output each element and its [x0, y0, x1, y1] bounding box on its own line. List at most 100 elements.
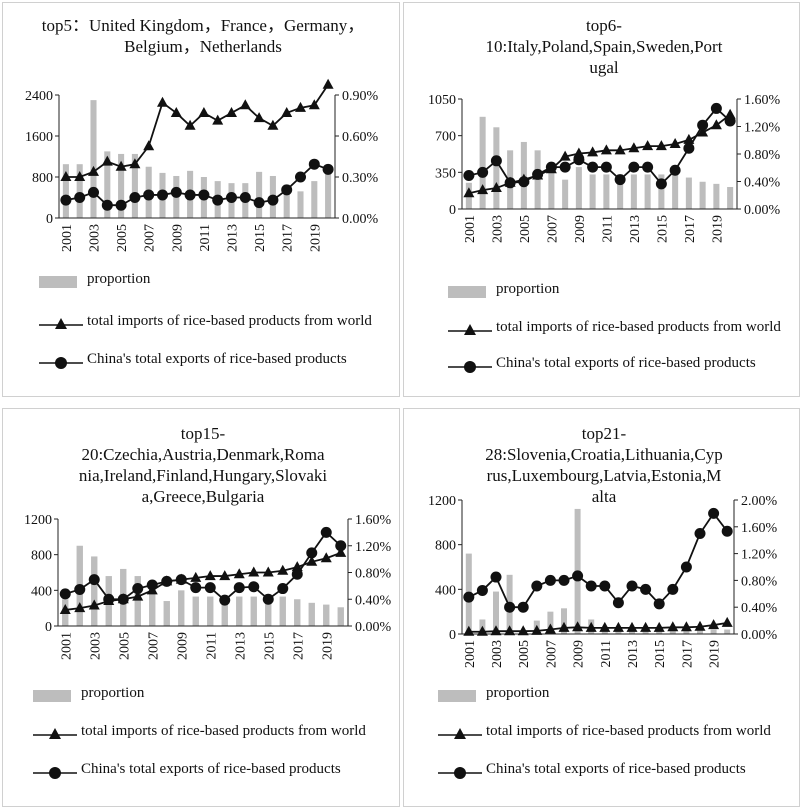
- chart-title: top21- 28:Slovenia,Croatia,Lithuania,Cyp…: [485, 424, 723, 506]
- imports-point: [170, 106, 182, 117]
- proportion-bar: [603, 174, 610, 209]
- exports-point: [161, 575, 173, 587]
- proportion-bar: [589, 174, 596, 209]
- x-axis-tick-label: 2001: [59, 632, 74, 660]
- proportion-bar: [697, 629, 703, 634]
- exports-point: [558, 574, 570, 586]
- proportion-bar: [221, 596, 228, 626]
- legend-label-imports: total imports of rice-based products fro…: [496, 319, 781, 335]
- left-axis-tick-label: 400: [435, 583, 456, 598]
- proportion-bar: [297, 191, 304, 218]
- imports-point: [640, 621, 652, 632]
- x-axis-tick-label: 2011: [600, 215, 615, 242]
- exports-point: [655, 178, 667, 190]
- exports-point: [599, 580, 611, 592]
- exports-point: [239, 192, 251, 203]
- x-axis-tick-label: 2013: [233, 632, 248, 660]
- exports-point: [295, 171, 306, 183]
- exports-point: [517, 601, 529, 613]
- exports-point: [129, 192, 141, 203]
- legend-label-exports: China's total exports of rice-based prod…: [81, 761, 341, 777]
- imports-point: [59, 603, 71, 614]
- right-axis-tick-label: 1.20%: [355, 540, 392, 555]
- proportion-bar: [308, 602, 315, 626]
- exports-point: [587, 161, 599, 173]
- exports-point: [504, 177, 516, 189]
- proportion-bar: [256, 171, 263, 218]
- imports-point: [655, 140, 667, 151]
- imports-point: [544, 623, 556, 634]
- exports-point: [267, 194, 279, 206]
- x-axis-tick-label: 2003: [490, 215, 505, 243]
- x-axis-tick-label: 2015: [253, 224, 268, 252]
- x-axis-tick-label: 2019: [708, 640, 723, 668]
- imports-point: [559, 150, 571, 161]
- x-axis-tick-label: 2001: [463, 215, 478, 243]
- left-axis-tick-label: 2400: [25, 89, 53, 104]
- left-axis-tick-label: 1050: [428, 93, 456, 108]
- circle-marker-icon: [39, 353, 83, 373]
- imports-point: [248, 566, 260, 577]
- proportion-bar: [644, 174, 651, 209]
- exports-point: [653, 598, 665, 610]
- right-axis-tick-label: 2.00%: [741, 494, 778, 509]
- proportion-bar: [683, 629, 690, 634]
- exports-point: [190, 582, 202, 594]
- imports-point: [233, 568, 245, 579]
- exports-point: [320, 526, 332, 538]
- left-axis-tick-label: 350: [435, 166, 456, 181]
- chart-panel-top6-10: top6- 10:Italy,Poland,Spain,Sweden,Port …: [403, 2, 800, 397]
- x-axis-tick-label: 2015: [653, 640, 668, 668]
- exports-point: [585, 580, 597, 592]
- exports-point: [233, 582, 245, 594]
- exports-point: [573, 154, 585, 166]
- exports-point: [59, 588, 71, 600]
- x-axis-tick-label: 2015: [262, 632, 277, 660]
- right-axis-tick-label: 1.60%: [741, 521, 778, 536]
- imports-point: [697, 126, 709, 137]
- chart-panel-top21-28: top21- 28:Slovenia,Croatia,Lithuania,Cyp…: [403, 408, 800, 807]
- triangle-marker-icon: [33, 725, 77, 745]
- imports-point: [239, 99, 251, 110]
- exports-point: [262, 593, 274, 605]
- proportion-bar: [104, 151, 111, 218]
- legend-label-exports: China's total exports of rice-based prod…: [87, 351, 347, 367]
- imports-point: [295, 101, 306, 112]
- proportion-bar: [658, 174, 665, 209]
- x-axis-tick-label: 2011: [599, 640, 614, 667]
- exports-point: [253, 197, 265, 209]
- x-axis-tick-label: 2019: [710, 215, 725, 243]
- right-axis-tick-label: 0.00%: [744, 203, 781, 218]
- imports-point: [490, 625, 502, 636]
- exports-point: [74, 583, 86, 595]
- right-axis-tick-label: 0.40%: [741, 601, 778, 616]
- exports-point: [697, 119, 709, 131]
- exports-point: [710, 102, 722, 114]
- legend-label-exports: China's total exports of rice-based prod…: [486, 761, 746, 777]
- legend-label-proportion: proportion: [87, 271, 151, 287]
- left-axis-tick-label: 800: [435, 539, 456, 554]
- x-axis-tick-label: 2011: [204, 632, 219, 659]
- exports-point: [117, 593, 129, 605]
- exports-point: [88, 574, 100, 586]
- exports-point: [559, 161, 571, 173]
- imports-point: [74, 171, 86, 181]
- x-axis-tick-label: 2015: [655, 215, 670, 243]
- chart-legend: proportion total imports of rice-based p…: [33, 685, 393, 800]
- right-axis-tick-label: 0.90%: [342, 89, 379, 104]
- imports-point: [306, 555, 318, 566]
- exports-point: [614, 174, 626, 186]
- proportion-bar: [149, 592, 156, 626]
- imports-point: [683, 133, 695, 144]
- x-axis-tick-label: 2009: [572, 640, 587, 668]
- chart-title: top15- 20:Czechia,Austria,Denmark,Roma n…: [78, 424, 328, 506]
- imports-point: [226, 106, 237, 117]
- proportion-bar: [265, 596, 272, 626]
- exports-point: [60, 194, 72, 206]
- legend-label-imports: total imports of rice-based products fro…: [486, 723, 771, 739]
- imports-point: [477, 184, 489, 195]
- x-axis-tick-label: 2017: [281, 224, 296, 252]
- right-axis-tick-label: 0.00%: [342, 212, 379, 227]
- imports-point: [335, 546, 347, 557]
- triangle-marker-icon: [39, 315, 83, 335]
